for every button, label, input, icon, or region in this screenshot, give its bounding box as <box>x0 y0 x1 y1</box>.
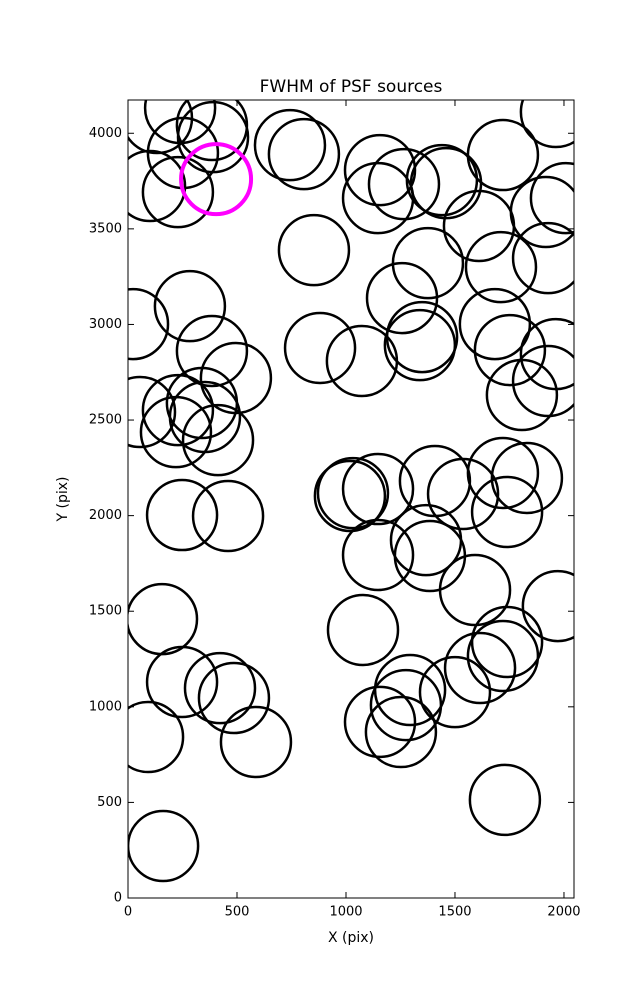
source-circle <box>181 403 255 477</box>
source-circle <box>466 118 540 192</box>
source-circle <box>485 358 559 432</box>
source-circle <box>128 375 177 449</box>
y-tick-label: 1500 <box>89 604 122 619</box>
source-circle <box>341 452 415 526</box>
source-circle <box>197 661 271 735</box>
source-circle <box>468 763 542 837</box>
source-circle <box>143 100 217 145</box>
source-circle <box>383 308 457 382</box>
source-circle <box>141 155 215 229</box>
x-tick-label: 1500 <box>438 905 471 920</box>
source-circle <box>145 645 219 719</box>
source-circle <box>219 705 293 779</box>
source-circle <box>128 700 185 774</box>
source-circle <box>521 569 574 643</box>
y-tick-label: 2500 <box>89 413 122 428</box>
y-tick-label: 3500 <box>89 221 122 236</box>
source-circle <box>490 441 564 515</box>
source-circle <box>458 287 532 361</box>
source-circle <box>511 221 574 295</box>
source-circle <box>128 149 187 223</box>
source-circle <box>141 373 215 447</box>
source-circle <box>145 478 219 552</box>
x-tick-label: 500 <box>225 905 250 920</box>
y-axis-label: Y (pix) <box>55 477 71 523</box>
source-circle <box>179 142 254 217</box>
x-axis-label: X (pix) <box>328 930 374 946</box>
source-circle <box>511 344 574 418</box>
source-circle <box>283 311 357 385</box>
y-tick-label: 1000 <box>89 699 122 714</box>
source-circle <box>313 459 387 533</box>
source-circle <box>175 314 249 388</box>
source-circle <box>466 619 540 693</box>
x-tick-label: 1000 <box>329 905 362 920</box>
source-circle <box>365 261 439 335</box>
y-tick-label: 2000 <box>89 508 122 523</box>
source-circle <box>438 553 512 627</box>
source-circle <box>466 436 540 510</box>
source-circle <box>316 456 390 530</box>
source-circle <box>418 655 492 729</box>
y-tick-label: 4000 <box>89 126 122 141</box>
source-circle <box>367 147 441 221</box>
source-circle <box>277 213 351 287</box>
plot-area <box>128 100 574 883</box>
source-circle <box>343 685 417 759</box>
source-circle <box>139 395 213 469</box>
source-circle <box>153 269 227 343</box>
source-circle <box>385 300 459 374</box>
source-circle <box>253 108 327 182</box>
source-circle <box>128 287 170 361</box>
source-circle <box>529 161 574 235</box>
x-tick-label: 0 <box>124 905 132 920</box>
source-circle <box>426 457 500 531</box>
y-tick-label: 3000 <box>89 317 122 332</box>
plot-frame <box>127 99 575 899</box>
source-circle <box>519 100 574 149</box>
x-tick-label: 2000 <box>547 905 580 920</box>
source-circle <box>343 133 417 207</box>
source-circle <box>191 479 265 553</box>
y-tick-label: 0 <box>114 891 122 906</box>
source-circle <box>464 230 538 304</box>
source-circle <box>443 631 517 705</box>
source-circle <box>183 651 257 725</box>
source-circle <box>341 518 415 592</box>
source-circle <box>442 189 516 263</box>
source-circle <box>470 475 544 549</box>
source-circle <box>473 313 547 387</box>
source-circle <box>267 117 341 191</box>
source-circle <box>369 668 443 742</box>
source-circle <box>326 593 400 667</box>
chart-title: FWHM of PSF sources <box>260 77 443 97</box>
y-tick-label: 500 <box>97 795 122 810</box>
source-circle <box>364 695 438 769</box>
